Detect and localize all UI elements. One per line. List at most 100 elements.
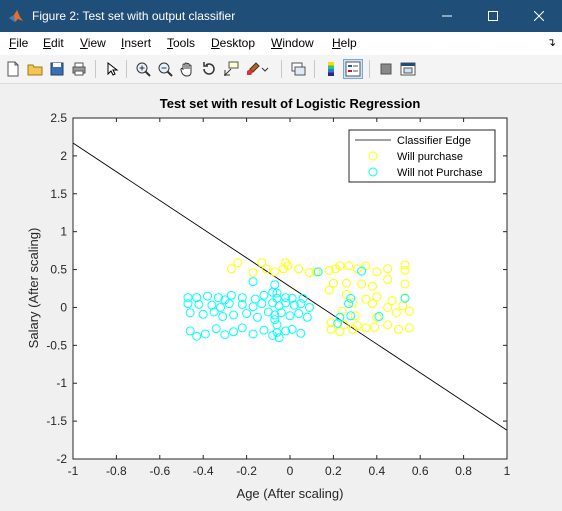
will-not-purchase-point xyxy=(192,293,202,303)
will-purchase-point xyxy=(367,299,377,309)
will-not-purchase-point xyxy=(203,291,213,301)
menu-view[interactable]: View xyxy=(80,36,106,50)
will-purchase-point xyxy=(294,264,304,274)
legend-marker-will-not-purchase xyxy=(368,167,378,177)
will-purchase-point xyxy=(361,294,371,304)
will-not-purchase-point xyxy=(294,309,304,319)
show-plot-tools-button[interactable] xyxy=(398,59,418,79)
zoom-in-button[interactable] xyxy=(133,59,153,79)
will-purchase-point xyxy=(383,264,393,274)
legend-button[interactable] xyxy=(343,59,363,79)
save-button[interactable] xyxy=(47,59,67,79)
menu-file[interactable]: File xyxy=(9,36,29,50)
will-purchase-point xyxy=(361,323,371,333)
will-purchase-point xyxy=(404,306,414,316)
will-not-purchase-point xyxy=(344,299,354,309)
menu-window[interactable]: Window xyxy=(271,36,314,50)
y-tick-label: 1 xyxy=(60,225,67,239)
will-not-purchase-point xyxy=(218,312,228,322)
matlab-logo-icon xyxy=(9,10,23,22)
x-tick-label: -0.8 xyxy=(106,464,127,478)
pan-button[interactable] xyxy=(177,59,197,79)
menu-edit[interactable]: Edit xyxy=(43,36,64,50)
print-button[interactable] xyxy=(69,59,89,79)
new-figure-button[interactable] xyxy=(3,59,23,79)
will-purchase-point xyxy=(324,285,334,295)
will-purchase-point xyxy=(352,264,362,274)
colorbar-icon xyxy=(328,62,334,76)
will-purchase-point xyxy=(341,278,351,288)
will-purchase-point xyxy=(400,265,410,275)
will-not-purchase-point xyxy=(285,311,295,321)
will-purchase-point xyxy=(370,322,380,332)
will-not-purchase-point xyxy=(248,277,258,287)
will-purchase-point xyxy=(400,279,410,289)
brush-dropdown[interactable] xyxy=(259,59,271,79)
legend-label-classifier-edge: Classifier Edge xyxy=(397,135,471,147)
will-not-purchase-point xyxy=(242,309,252,319)
x-tick-label: 0.6 xyxy=(412,464,429,478)
will-not-purchase-point xyxy=(183,299,193,309)
will-not-purchase-point xyxy=(302,312,312,322)
figure-canvas: -1 -0.8 -0.6 -0.4 -0.2 0 0.2 0.4 0.6 0.8 1 -2 -1.5 -1… xyxy=(0,84,562,506)
toolbar-separator xyxy=(126,60,127,78)
will-not-purchase-point xyxy=(346,293,356,303)
x-tick-label: -0.6 xyxy=(149,464,170,478)
will-not-purchase-point xyxy=(192,331,202,341)
legend-label-will-not-purchase: Will not Purchase xyxy=(397,167,483,179)
link-button[interactable] xyxy=(288,59,308,79)
y-tick-label: 0.5 xyxy=(50,263,67,277)
y-tick-label: -1.5 xyxy=(46,414,67,428)
rotate-3d-button[interactable] xyxy=(199,59,219,79)
will-not-purchase-point xyxy=(270,315,280,325)
hide-plot-tools-button[interactable] xyxy=(376,59,396,79)
will-purchase-point xyxy=(326,318,336,328)
minimize-icon xyxy=(442,15,452,17)
will-not-purchase-point xyxy=(257,299,267,309)
will-not-purchase-point xyxy=(207,300,217,310)
x-tick-label: -0.4 xyxy=(193,464,214,478)
will-purchase-point xyxy=(339,320,349,330)
data-cursor-button[interactable] xyxy=(221,59,241,79)
will-purchase-point xyxy=(257,258,267,268)
will-purchase-point xyxy=(372,292,382,302)
will-not-purchase-point xyxy=(296,299,306,309)
chart-title: Test set with result of Logistic Regress… xyxy=(160,96,421,111)
window-title: Figure 2: Test set with output classifie… xyxy=(32,9,236,23)
will-purchase-point xyxy=(283,261,293,271)
open-file-button[interactable] xyxy=(25,59,45,79)
menu-desktop[interactable]: Desktop xyxy=(211,36,256,50)
x-tick-label: -1 xyxy=(68,464,79,478)
zoom-out-button[interactable] xyxy=(155,59,175,79)
will-purchase-point xyxy=(357,279,367,289)
toolbar-separator xyxy=(281,60,282,78)
will-not-purchase-point xyxy=(289,300,299,310)
legend[interactable]: Classifier Edge Will purchase Will not P… xyxy=(348,129,496,183)
will-purchase-point xyxy=(233,258,243,268)
menu-help[interactable]: Help xyxy=(332,36,357,50)
maximize-icon xyxy=(488,11,498,21)
will-purchase-point xyxy=(328,278,338,288)
will-purchase-point xyxy=(391,308,401,318)
menu-insert[interactable]: Insert xyxy=(121,36,152,50)
brush-button[interactable] xyxy=(243,59,263,79)
x-tick-label: 0.8 xyxy=(455,464,472,478)
will-purchase-point xyxy=(324,265,334,275)
will-not-purchase-point xyxy=(313,267,323,277)
dock-arrow-icon[interactable]: ↴ xyxy=(546,37,556,49)
y-tick-label: -0.5 xyxy=(46,338,67,352)
colorbar-button[interactable] xyxy=(321,59,341,79)
minimize-button[interactable] xyxy=(424,0,470,32)
select-arrow-button[interactable] xyxy=(102,59,122,79)
menu-tools[interactable]: Tools xyxy=(167,36,196,50)
maximize-button[interactable] xyxy=(470,0,516,32)
brush-icon xyxy=(247,62,260,75)
x-tick-label: 0.4 xyxy=(368,464,385,478)
will-not-purchase-point xyxy=(281,326,291,336)
will-purchase-point xyxy=(348,324,358,334)
will-not-purchase-point xyxy=(211,324,221,334)
will-purchase-point xyxy=(387,296,397,306)
close-button[interactable] xyxy=(516,0,562,32)
will-not-purchase-point xyxy=(213,293,223,303)
y-tick-label: 1.5 xyxy=(50,187,67,201)
